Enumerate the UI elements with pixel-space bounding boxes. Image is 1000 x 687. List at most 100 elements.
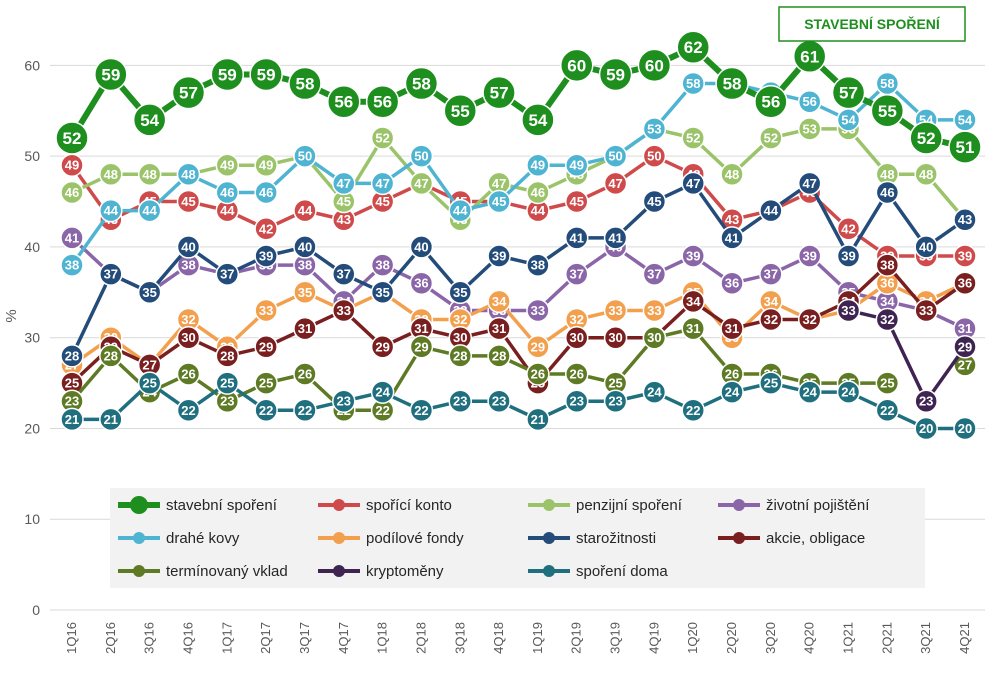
data-point — [293, 316, 317, 341]
data-point — [598, 57, 633, 92]
legend-item: spořící konto — [318, 497, 452, 514]
data-point — [564, 153, 589, 177]
series-line — [69, 44, 966, 150]
data-label: 59 — [257, 65, 276, 84]
data-point — [99, 198, 123, 223]
data-point — [715, 66, 749, 101]
data-label: 29 — [414, 339, 428, 354]
data-label: 43 — [958, 212, 972, 227]
data-point — [370, 380, 395, 404]
legend-item: starožitnosti — [528, 530, 656, 547]
data-point — [60, 180, 84, 205]
data-label: 22 — [298, 403, 312, 418]
data-point — [487, 389, 511, 413]
legend-label: starožitnosti — [576, 530, 656, 547]
data-point — [370, 335, 395, 359]
data-label: 35 — [142, 285, 156, 300]
data-label: 47 — [608, 176, 622, 191]
data-point — [487, 289, 511, 314]
legend-item: podílové fondy — [318, 530, 464, 547]
series-akcie-obligace: 25 29 27 30 28 29 31 33 29 31 30 31 25 30 30 30 34 31 32 32… — [60, 253, 977, 395]
data-label: 22 — [880, 403, 894, 418]
data-label: 39 — [958, 249, 972, 264]
data-point — [836, 298, 861, 323]
x-tick-label: 2Q19 — [569, 622, 584, 654]
data-label: 50 — [608, 149, 622, 164]
data-point — [948, 130, 982, 164]
data-label: 29 — [958, 339, 972, 354]
data-label: 47 — [492, 176, 506, 191]
series-spo-en-doma: 21 21 25 22 25 22 22 23 24 22 23 23 21 23 23 24 22 24 25 24… — [60, 371, 977, 441]
x-tick-label: 3Q19 — [608, 622, 623, 654]
data-point — [176, 235, 201, 259]
data-label: 36 — [414, 276, 428, 291]
y-tick-label: 60 — [24, 57, 40, 73]
data-point — [681, 244, 705, 268]
data-label: 39 — [259, 249, 273, 264]
data-point — [870, 94, 905, 128]
data-label: 31 — [492, 321, 506, 336]
data-point — [370, 280, 395, 305]
data-label: 31 — [414, 321, 428, 336]
data-label: 52 — [375, 131, 389, 146]
data-point — [564, 189, 589, 214]
data-label: 35 — [375, 285, 389, 300]
data-point — [443, 94, 478, 128]
data-point — [176, 325, 201, 350]
data-label: 54 — [140, 111, 159, 130]
data-label: 23 — [492, 394, 506, 409]
data-point — [720, 162, 744, 187]
data-label: 41 — [725, 230, 739, 245]
data-label: 60 — [567, 56, 586, 75]
data-point — [254, 335, 278, 359]
data-label: 47 — [802, 176, 816, 191]
data-point — [564, 262, 589, 286]
data-label: 39 — [841, 249, 855, 264]
legend-label: termínovaný vklad — [166, 563, 288, 580]
callout-label: STAVEBNÍ SPOŘENÍ — [804, 15, 941, 32]
data-point — [953, 244, 977, 268]
data-point — [404, 66, 439, 101]
data-label: 25 — [65, 376, 79, 391]
legend-swatch-marker — [733, 532, 745, 544]
data-label: 55 — [451, 102, 470, 121]
data-label: 37 — [337, 267, 351, 282]
legend-swatch-marker — [133, 565, 145, 577]
data-point — [676, 30, 710, 64]
data-label: 20 — [958, 421, 972, 436]
legend-swatch-marker — [543, 565, 555, 577]
data-label: 39 — [492, 249, 506, 264]
legend-label: spořící konto — [366, 497, 452, 514]
data-point — [332, 389, 356, 413]
data-label: 21 — [104, 412, 118, 427]
data-point — [759, 371, 783, 395]
data-point — [526, 180, 550, 205]
data-label: 47 — [414, 176, 428, 191]
data-point — [487, 244, 511, 268]
data-point — [681, 71, 705, 96]
data-point — [564, 226, 589, 250]
data-label: 38 — [298, 258, 312, 273]
x-tick-label: 3Q20 — [763, 622, 778, 654]
data-point — [94, 57, 128, 92]
data-label: 38 — [531, 258, 545, 273]
data-point — [914, 162, 938, 187]
data-label: 41 — [65, 230, 79, 245]
x-tick-label: 2Q16 — [103, 622, 118, 654]
data-label: 32 — [181, 312, 195, 327]
x-tick-label: 2Q18 — [413, 622, 428, 654]
data-label: 56 — [761, 93, 780, 112]
data-point — [409, 271, 434, 295]
data-label: 41 — [608, 230, 622, 245]
x-tick-label: 3Q18 — [452, 622, 467, 654]
data-point — [759, 307, 783, 332]
data-label: 33 — [647, 303, 661, 318]
data-point — [564, 325, 589, 350]
data-point — [603, 226, 628, 250]
data-label: 46 — [65, 185, 79, 200]
data-label: 45 — [337, 194, 351, 209]
x-tick-label: 4Q19 — [646, 622, 661, 654]
data-point — [60, 344, 84, 368]
legend-label: akcie, obligace — [766, 530, 865, 547]
data-label: 28 — [104, 348, 118, 363]
